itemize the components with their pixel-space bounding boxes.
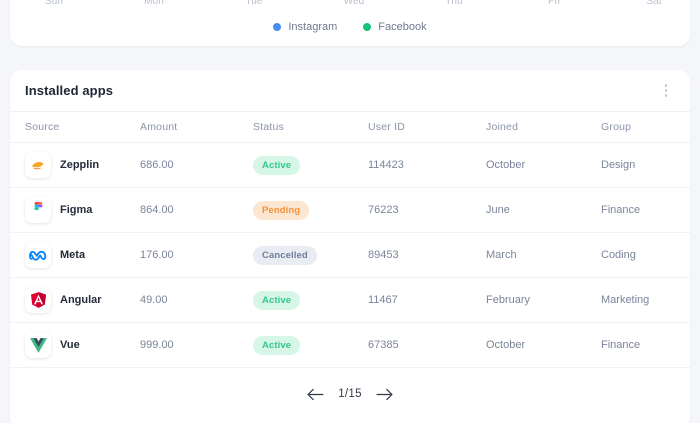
axis-label-mon: Mon <box>144 0 164 7</box>
installed-apps-card: Installed apps Source Amount Status User… <box>10 70 690 423</box>
table-row[interactable]: Meta 176.00 Cancelled 89453 March Coding <box>10 232 690 278</box>
app-name: Angular <box>60 294 102 306</box>
cell-amount: 999.00 <box>140 322 253 368</box>
cell-group: Coding <box>601 232 690 278</box>
status-badge: Pending <box>253 200 310 220</box>
cell-source: Figma <box>10 187 140 233</box>
chart-legend: Instagram Facebook <box>10 21 690 33</box>
angular-icon <box>25 287 51 313</box>
status-badge: Cancelled <box>253 245 317 265</box>
cell-user-id: 76223 <box>368 187 486 233</box>
cell-amount: 864.00 <box>140 187 253 233</box>
axis-label-sun: Sun <box>44 0 64 7</box>
cell-amount: 49.00 <box>140 277 253 323</box>
kebab-dot <box>664 89 668 92</box>
cell-joined: March <box>486 232 601 278</box>
table-row[interactable]: Figma 864.00 Pending 76223 June Finance <box>10 187 690 233</box>
cell-status: Pending <box>253 187 368 233</box>
cell-joined: June <box>486 187 601 233</box>
cell-group: Design <box>601 142 690 188</box>
axis-label-wed: Wed <box>343 0 365 7</box>
column-header-amount[interactable]: Amount <box>140 111 253 143</box>
kebab-dot <box>664 84 668 87</box>
pagination: 1/15 <box>10 368 690 420</box>
page-title: Installed apps <box>25 83 114 98</box>
cell-joined: October <box>486 322 601 368</box>
arrow-left-icon[interactable] <box>306 385 324 403</box>
cell-user-id: 11467 <box>368 277 486 323</box>
page-indicator: 1/15 <box>338 388 362 400</box>
column-header-group[interactable]: Group <box>601 111 690 143</box>
arrow-right-icon[interactable] <box>376 385 394 403</box>
axis-label-tue: Tue <box>245 0 263 7</box>
table-row[interactable]: Zepplin 686.00 Active 114423 October Des… <box>10 142 690 188</box>
status-badge: Active <box>253 155 301 175</box>
table-row[interactable]: Angular 49.00 Active 11467 February Mark… <box>10 277 690 323</box>
cell-user-id: 67385 <box>368 322 486 368</box>
status-badge: Active <box>253 335 301 355</box>
source-cell: Vue <box>25 332 140 358</box>
status-badge: Active <box>253 290 301 310</box>
column-header-status[interactable]: Status <box>253 111 368 143</box>
installed-apps-table: Source Amount Status User ID Joined Grou… <box>10 111 690 368</box>
cell-status: Cancelled <box>253 232 368 278</box>
meta-icon <box>25 242 51 268</box>
legend-item-facebook[interactable]: Facebook <box>363 21 427 33</box>
source-cell: Angular <box>25 287 140 313</box>
app-name: Vue <box>60 339 80 351</box>
cell-status: Active <box>253 277 368 323</box>
legend-dot-instagram <box>273 23 282 31</box>
legend-label-instagram: Instagram <box>288 21 338 33</box>
cell-source: Angular <box>10 277 140 323</box>
zepplin-icon <box>25 152 51 178</box>
cell-amount: 176.00 <box>140 232 253 278</box>
cell-user-id: 89453 <box>368 232 486 278</box>
axis-label-sat: Sat <box>646 0 662 7</box>
app-name: Figma <box>60 204 93 216</box>
legend-item-instagram[interactable]: Instagram <box>273 21 337 33</box>
app-name: Meta <box>60 249 86 261</box>
cell-joined: February <box>486 277 601 323</box>
cell-amount: 686.00 <box>140 142 253 188</box>
card-header: Installed apps <box>10 70 690 111</box>
source-cell: Meta <box>25 242 140 268</box>
axis-label-fri: Fri <box>548 0 560 7</box>
table-body: Zepplin 686.00 Active 114423 October Des… <box>10 142 690 368</box>
cell-group: Finance <box>601 187 690 233</box>
figma-icon <box>25 197 51 223</box>
column-header-source[interactable]: Source <box>10 111 140 143</box>
cell-group: Finance <box>601 322 690 368</box>
cell-status: Active <box>253 142 368 188</box>
column-header-joined[interactable]: Joined <box>486 111 601 143</box>
cell-group: Marketing <box>601 277 690 323</box>
legend-label-facebook: Facebook <box>378 21 427 33</box>
cell-user-id: 114423 <box>368 142 486 188</box>
table-row[interactable]: Vue 999.00 Active 67385 October Finance <box>10 322 690 368</box>
axis-label-thu: Thu <box>445 0 463 7</box>
legend-dot-facebook <box>363 23 372 31</box>
source-cell: Figma <box>25 197 140 223</box>
cell-source: Zepplin <box>10 142 140 188</box>
app-name: Zepplin <box>60 159 100 171</box>
table-head: Source Amount Status User ID Joined Grou… <box>10 111 690 143</box>
kebab-menu-icon[interactable] <box>656 81 676 101</box>
cell-source: Vue <box>10 322 140 368</box>
analytics-chart-card: Sun Mon Tue Wed Thu Fri Sat Instagram Fa… <box>10 0 690 46</box>
chart-x-axis: Sun Mon Tue Wed Thu Fri Sat <box>34 0 674 7</box>
column-header-user-id[interactable]: User ID <box>368 111 486 143</box>
cell-joined: October <box>486 142 601 188</box>
kebab-dot <box>664 94 668 97</box>
source-cell: Zepplin <box>25 152 140 178</box>
table-header-row: Source Amount Status User ID Joined Grou… <box>10 111 690 143</box>
vue-icon <box>25 332 51 358</box>
cell-status: Active <box>253 322 368 368</box>
cell-source: Meta <box>10 232 140 278</box>
